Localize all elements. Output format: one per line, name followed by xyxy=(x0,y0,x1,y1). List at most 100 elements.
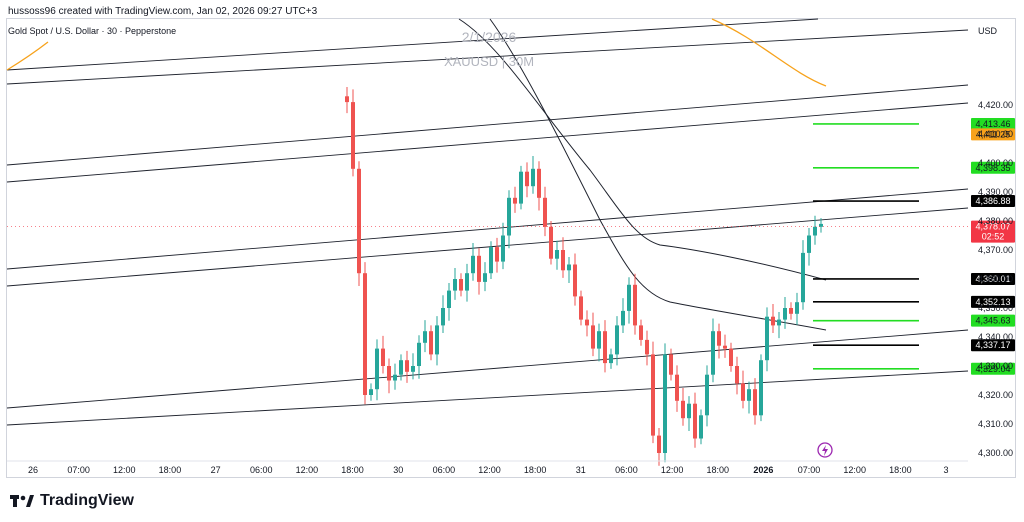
candle[interactable] xyxy=(459,273,463,297)
candle[interactable] xyxy=(447,283,451,321)
candle[interactable] xyxy=(525,162,529,198)
candle[interactable] xyxy=(465,263,469,302)
candle[interactable] xyxy=(543,186,547,237)
candle[interactable] xyxy=(603,320,607,373)
candle[interactable] xyxy=(807,227,811,266)
candle[interactable] xyxy=(489,241,493,279)
candle[interactable] xyxy=(801,240,805,310)
trendline[interactable] xyxy=(6,188,969,270)
candle[interactable] xyxy=(561,237,565,278)
candle[interactable] xyxy=(513,186,517,213)
candle[interactable] xyxy=(609,348,613,369)
time-tick-label: 12:00 xyxy=(478,465,501,475)
candle-body xyxy=(591,325,595,349)
candle[interactable] xyxy=(351,89,355,177)
candle[interactable] xyxy=(681,388,685,426)
trendline[interactable] xyxy=(6,207,969,287)
candle[interactable] xyxy=(369,383,373,401)
trendline[interactable] xyxy=(6,18,819,71)
candle[interactable] xyxy=(357,161,361,286)
candle[interactable] xyxy=(753,378,757,425)
trendline[interactable] xyxy=(6,102,969,183)
candle[interactable] xyxy=(495,237,499,273)
candle[interactable] xyxy=(567,256,571,284)
candle[interactable] xyxy=(591,312,595,357)
candle[interactable] xyxy=(531,156,535,194)
candle[interactable] xyxy=(363,262,367,405)
candle-body xyxy=(375,348,379,390)
candle-body xyxy=(675,374,679,401)
candle[interactable] xyxy=(819,218,823,233)
candle[interactable] xyxy=(729,342,733,372)
candle[interactable] xyxy=(417,335,421,379)
candle[interactable] xyxy=(585,310,589,337)
candle[interactable] xyxy=(387,358,391,394)
trendline[interactable] xyxy=(6,329,969,409)
candle[interactable] xyxy=(657,428,661,466)
candle[interactable] xyxy=(705,365,709,427)
candle[interactable] xyxy=(669,348,673,381)
candle[interactable] xyxy=(663,343,667,463)
candle[interactable] xyxy=(795,292,799,325)
candle[interactable] xyxy=(747,381,751,414)
candle[interactable] xyxy=(621,298,625,333)
candle[interactable] xyxy=(759,354,763,422)
candle[interactable] xyxy=(711,318,715,383)
candle[interactable] xyxy=(645,330,649,366)
candle[interactable] xyxy=(501,222,505,270)
candle[interactable] xyxy=(615,316,619,366)
candle[interactable] xyxy=(783,296,787,329)
candle[interactable] xyxy=(405,350,409,383)
candle[interactable] xyxy=(777,312,781,339)
candle[interactable] xyxy=(627,277,631,324)
candle[interactable] xyxy=(651,341,655,444)
candle[interactable] xyxy=(699,409,703,445)
candle[interactable] xyxy=(549,221,553,265)
time-tick-label: 18:00 xyxy=(889,465,912,475)
candle[interactable] xyxy=(537,161,541,211)
candle[interactable] xyxy=(381,335,385,374)
candle-body xyxy=(753,389,757,416)
candle[interactable] xyxy=(573,253,577,306)
candle[interactable] xyxy=(393,363,397,390)
candle[interactable] xyxy=(435,316,439,366)
trendline[interactable] xyxy=(6,84,969,166)
candle[interactable] xyxy=(477,248,481,295)
candle-body xyxy=(693,403,697,439)
candle[interactable] xyxy=(597,323,601,362)
candle[interactable] xyxy=(471,243,475,281)
candle[interactable] xyxy=(693,392,697,448)
candle[interactable] xyxy=(423,320,427,353)
candle[interactable] xyxy=(675,365,679,412)
candle[interactable] xyxy=(555,240,559,270)
trendline[interactable] xyxy=(6,370,969,426)
candle[interactable] xyxy=(483,262,487,292)
candle[interactable] xyxy=(765,307,769,372)
candle[interactable] xyxy=(723,334,727,358)
candle[interactable] xyxy=(633,273,637,335)
level-label-text: 4,411.25 xyxy=(976,129,1010,139)
time-tick-label: 12:00 xyxy=(296,465,319,475)
candle[interactable] xyxy=(441,295,445,333)
candle[interactable] xyxy=(789,302,793,320)
alert-icon[interactable] xyxy=(817,442,833,458)
candle[interactable] xyxy=(429,325,433,361)
candle[interactable] xyxy=(735,356,739,395)
candle[interactable] xyxy=(717,323,721,359)
price-tick-label: 4,380.00 xyxy=(978,216,1013,226)
candle[interactable] xyxy=(453,267,457,300)
candle[interactable] xyxy=(507,190,511,249)
candle[interactable] xyxy=(411,353,415,380)
candle[interactable] xyxy=(519,165,523,210)
trendline[interactable] xyxy=(6,29,969,85)
candle[interactable] xyxy=(741,370,745,409)
candle[interactable] xyxy=(399,354,403,381)
candle[interactable] xyxy=(771,303,775,333)
candle[interactable] xyxy=(687,396,691,431)
candle[interactable] xyxy=(345,87,349,114)
candle[interactable] xyxy=(579,290,583,326)
candle[interactable] xyxy=(813,215,817,245)
candle[interactable] xyxy=(375,339,379,401)
candle[interactable] xyxy=(639,319,643,346)
